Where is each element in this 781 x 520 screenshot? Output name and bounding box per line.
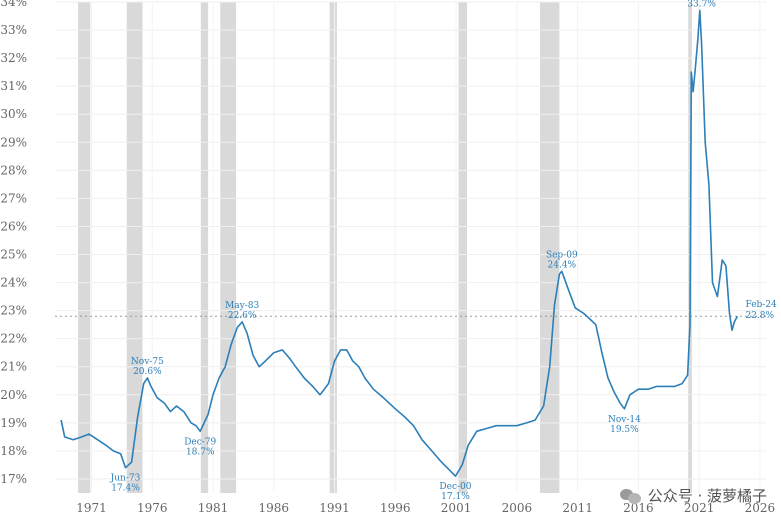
- x-tick-label: 2006: [502, 501, 533, 515]
- y-tick-label: 31%: [0, 79, 27, 93]
- y-tick-label: 27%: [0, 191, 27, 205]
- x-tick-label: 1991: [319, 501, 350, 515]
- y-tick-label: 34%: [0, 0, 27, 9]
- recession-band: [539, 2, 560, 493]
- y-tick-label: 19%: [0, 416, 27, 430]
- series-path: [60, 9, 739, 477]
- recession-band: [329, 2, 337, 493]
- y-tick-label: 21%: [0, 360, 27, 374]
- recession-band: [200, 2, 209, 493]
- y-tick-label: 29%: [0, 135, 27, 149]
- annotation-value: 19.5%: [610, 425, 639, 435]
- x-tick-label: 1976: [137, 501, 168, 515]
- annotation-label: Sep-09: [546, 250, 578, 260]
- x-tick-label: 2011: [562, 501, 593, 515]
- annotation-label: Jun-73: [110, 474, 141, 484]
- annotation-value: 22.6%: [228, 311, 257, 321]
- series-line: [60, 9, 739, 477]
- recession-bands: [78, 2, 692, 493]
- y-tick-label: 22%: [0, 332, 27, 346]
- gridlines: [55, 1, 766, 493]
- y-tick-label: 17%: [0, 472, 27, 486]
- recession-band: [78, 2, 91, 493]
- annotations: Jun-7317.4%Nov-7520.6%Dec-7918.7%May-832…: [110, 0, 777, 502]
- annotation-label: May-83: [225, 301, 259, 311]
- y-tick-label: 32%: [0, 51, 27, 65]
- y-tick-label: 18%: [0, 444, 27, 458]
- annotation-value: 20.6%: [133, 367, 162, 377]
- annotation-value: 17.1%: [441, 492, 470, 502]
- x-tick-label: 1996: [380, 501, 411, 515]
- x-tick-label: 2001: [441, 501, 472, 515]
- y-tick-label: 24%: [0, 276, 27, 290]
- x-tick-label: 2026: [745, 501, 776, 515]
- annotation-value: 33.7%: [687, 0, 716, 9]
- x-tick-label: 1971: [76, 501, 107, 515]
- y-tick-label: 20%: [0, 388, 27, 402]
- recession-band: [458, 2, 468, 493]
- y-tick-label: 33%: [0, 23, 27, 37]
- annotation-value: 24.4%: [548, 260, 577, 270]
- watermark-text: 公众号 · 菠萝橘子: [647, 487, 767, 505]
- y-tick-label: 25%: [0, 248, 27, 262]
- annotation-value: 18.7%: [186, 447, 215, 457]
- annotation-value: 22.8%: [745, 311, 774, 321]
- y-axis-ticks: 17% 18% 19% 20% 21% 22% 23% 24% 25% 26% 27% 28% 29% 3…: [0, 0, 27, 486]
- annotation-value: 17.4%: [111, 484, 140, 494]
- y-tick-label: 23%: [0, 304, 27, 318]
- annotation-label: Dec-79: [184, 437, 216, 447]
- y-tick-label: 30%: [0, 107, 27, 121]
- annotation-label: Feb-24: [745, 300, 777, 310]
- y-tick-label: 28%: [0, 163, 27, 177]
- watermark: 公众号 · 菠萝橘子: [619, 485, 767, 506]
- recession-band: [126, 2, 143, 493]
- x-tick-label: 2016: [623, 501, 654, 515]
- annotation-label: Nov-75: [131, 357, 164, 367]
- x-tick-label: 1986: [258, 501, 289, 515]
- annotation-label: Nov-14: [608, 415, 641, 425]
- x-tick-label: 1981: [198, 501, 229, 515]
- x-tick-label: 2021: [684, 501, 715, 515]
- wechat-icon: [619, 487, 642, 505]
- annotation-label: Dec-00: [439, 482, 471, 492]
- x-axis-ticks: 1971 1976 1981 1986 1991 1996 2001 2006 2011 2016…: [76, 501, 775, 515]
- y-tick-label: 26%: [0, 219, 27, 233]
- recession-band: [220, 2, 237, 493]
